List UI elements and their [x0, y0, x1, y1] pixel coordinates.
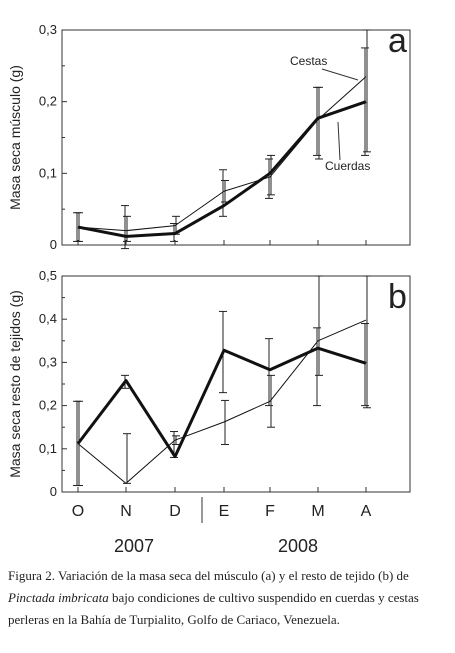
leader-line-cuerdas	[337, 121, 341, 161]
panel-b-chart: 0 0,1 0,2 0,3 0,4 0,5 Masa seca resto de tejid…	[7, 268, 411, 499]
x-tick-label: A	[361, 503, 372, 520]
y-axis-title: Masa seca músculo (g)	[7, 65, 23, 210]
figure-caption: Figura 2. Variación de la masa seca del …	[8, 565, 448, 631]
y-tick-label: 0,1	[39, 441, 57, 456]
caption-species: Pinctada imbricata	[8, 590, 109, 605]
x-tick-label: N	[120, 503, 132, 520]
series-label-cuerdas: Cuerdas	[325, 159, 370, 173]
series-line-cuerdas	[77, 100, 367, 238]
series-line-cuerdas	[76, 346, 367, 459]
series-label-cestas: Cestas	[290, 54, 327, 68]
x-axis-labels: O N D E F M A 2007 2008	[72, 497, 372, 556]
caption-text-end: bajo condiciones de cultivo suspendido e…	[8, 590, 419, 627]
y-tick-label: 0,5	[39, 268, 57, 283]
y-tick-label: 0,3	[39, 354, 57, 369]
y-tick-label: 0	[50, 237, 57, 252]
panel-letter: a	[388, 22, 407, 60]
x-tick-label: D	[169, 503, 181, 520]
y-tick-label: 0,3	[39, 22, 57, 37]
plot-frame	[61, 29, 411, 246]
panel-letter: b	[388, 278, 407, 316]
x-tick-label: E	[219, 503, 230, 520]
y-tick-label: 0,2	[39, 398, 57, 413]
y-tick-label: 0,4	[39, 311, 57, 326]
y-tick-label: 0	[50, 484, 57, 499]
panel-a-chart: 0 0,1 0,2 0,3 Masa seca músculo (g) a Cestas Cu…	[7, 22, 411, 252]
plot-frame	[61, 275, 411, 493]
series-line-cestas	[77, 319, 367, 484]
x-tick-label: O	[72, 503, 84, 520]
y-tick-label: 0,1	[39, 165, 57, 180]
year-label-2007: 2007	[114, 536, 154, 556]
year-label-2008: 2008	[278, 536, 318, 556]
caption-text-start: Figura 2. Variación de la masa seca del …	[8, 568, 409, 583]
x-tick-label: M	[311, 503, 324, 520]
figure: 0 0,1 0,2 0,3 Masa seca músculo (g) a Cestas Cu…	[7, 22, 411, 556]
y-tick-label: 0,2	[39, 94, 57, 109]
x-tick-label: F	[265, 503, 275, 520]
y-axis-title: Masa seca resto de tejidos (g)	[7, 290, 23, 478]
leader-line-cestas	[321, 68, 359, 81]
